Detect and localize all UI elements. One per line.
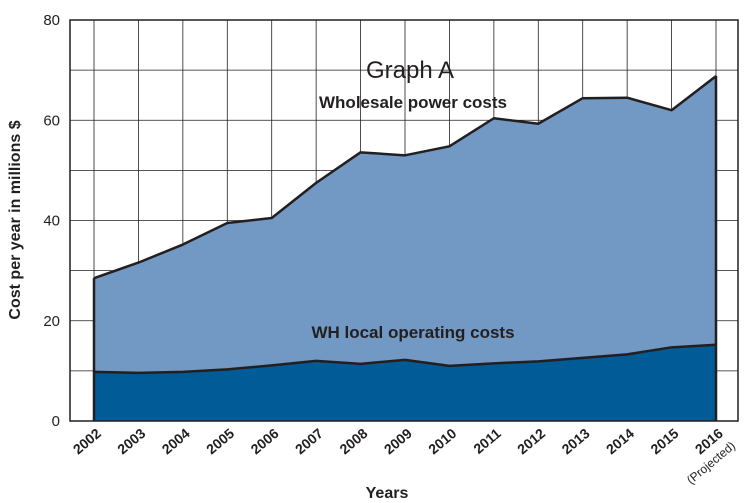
x-tick-label: 2002	[70, 425, 104, 457]
plot-frame	[69, 19, 739, 422]
x-tick-label: 2014	[603, 425, 637, 457]
chart-lines	[92, 75, 718, 421]
y-axis-title: Cost per year in millions $	[7, 120, 24, 319]
x-tick-label: 2011	[470, 425, 504, 457]
x-tick-label: 2012	[514, 425, 548, 457]
x-tick-label: 2004	[159, 425, 193, 457]
y-tick-label: 80	[43, 12, 60, 29]
y-tick-label: 60	[43, 112, 60, 129]
series-label-wholesale: Wholesale power costs	[319, 93, 507, 112]
x-tick-label: 2015	[647, 425, 681, 457]
x-tick-label: 2009	[381, 425, 415, 457]
x-tick-label: 2010	[425, 425, 459, 457]
x-tick-label: 2007	[292, 425, 326, 457]
x-tick-label: 2013	[558, 425, 592, 457]
y-tick-label: 20	[43, 313, 60, 330]
y-tick-label: 40	[43, 213, 60, 230]
x-tick-label: 2005	[203, 425, 237, 457]
series-line-wholesale-power-costs	[93, 75, 717, 280]
x-tick-label: 2006	[247, 425, 281, 457]
x-tick-label: 2008	[336, 425, 370, 457]
chart-title: Graph A	[366, 57, 454, 84]
y-axis-ticks: 0 20 40 60 80	[43, 12, 60, 430]
series-label-local: WH local operating costs	[311, 323, 514, 342]
x-tick-label: 2003	[114, 425, 148, 457]
x-axis-ticks: 2002 2003 2004 2005 2006 2007 2008 2009 2010 2011…	[70, 425, 738, 487]
series-line-local-operating-costs	[93, 343, 717, 375]
x-axis-title: Years	[366, 485, 409, 502]
y-tick-label: 0	[52, 413, 60, 430]
